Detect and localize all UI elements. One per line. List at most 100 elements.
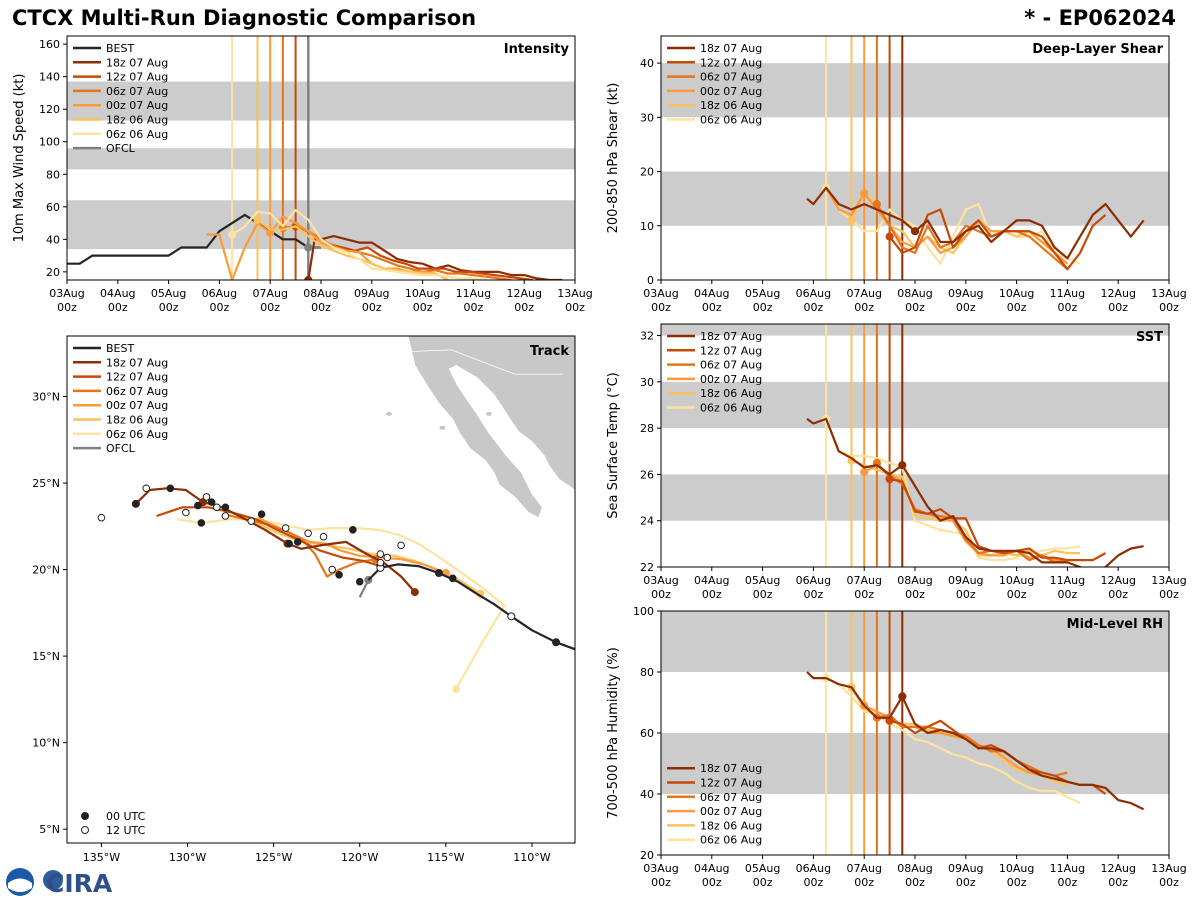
sst-xtick-day-8: 11Aug [1050,574,1085,587]
rh-xtick-hour-2: 00z [753,876,773,889]
sst-xtick-hour-4: 00z [854,588,874,601]
sst-series-4-marker-0 [885,474,894,484]
track-cycle-marker-24 [376,558,385,567]
sst-plot-area [661,324,1169,567]
track-cycle-marker-25 [383,553,392,562]
rh-xtick-hour-1: 00z [702,876,722,889]
intensity-xtick-hour-9: 00z [514,301,534,314]
rh-legend-label-1: 12z 07 Aug [700,777,762,790]
track-series-2-marker-2 [199,498,208,507]
globe-icon [43,870,63,890]
sst-xtick-hour-5: 00z [905,588,925,601]
intensity-ytick-label-2: 60 [46,201,60,214]
track-series-0-marker-0 [552,638,561,647]
intensity-xtick-hour-2: 00z [159,301,179,314]
track-cycle-marker-22 [355,577,364,586]
sst-ytick-label-3: 28 [640,422,654,435]
track-cycle-marker-14 [281,524,290,532]
track-cycle-marker-19 [328,565,336,574]
shear-ytick-label-3: 30 [640,111,654,124]
shear-xtick-day-8: 11Aug [1050,287,1085,300]
sst-xtick-hour-10: 00z [1159,588,1179,601]
sst-xtick-hour-6: 00z [956,588,976,601]
shear-xtick-day-10: 13Aug [1151,287,1186,300]
intensity-xtick-hour-8: 00z [464,301,484,314]
track-cycle-marker-0 [142,484,151,493]
rh-xtick-day-0: 03Aug [643,862,678,875]
shear-xtick-hour-9: 00z [1108,301,1128,314]
track-cycle-marker-27 [448,574,457,583]
sst-xtick-day-4: 07Aug [846,574,881,587]
track-cycle-marker-23 [376,550,385,558]
track-cycle-marker-7 [202,493,211,501]
rh-xtick-day-7: 10Aug [999,862,1034,875]
rh-legend-label-2: 06z 07 Aug [700,791,762,804]
sst-series-5 [806,417,1144,567]
sst-band-1 [661,381,1169,429]
rh-xtick-hour-9: 00z [1108,876,1128,889]
rh-legend-label-0: 18z 07 Aug [700,762,762,775]
track-legend-label-7: OFCL [106,442,136,455]
shear-xtick-day-1: 04Aug [694,287,729,300]
track-cycle-marker-8 [207,498,216,506]
shear-xtick-hour-8: 00z [1058,301,1078,314]
shear-xtick-hour-6: 00z [956,301,976,314]
shear-xtick-hour-2: 00z [753,301,773,314]
intensity-xtick-day-10: 13Aug [557,287,592,300]
track-cycle-marker-21 [349,526,357,534]
sst-xtick-hour-1: 00z [702,588,722,601]
rh-ytick-label-3: 80 [640,666,654,679]
sst-series-5-marker-0 [898,461,907,470]
track-frame [66,335,576,844]
rh-series-5 [806,671,1145,811]
intensity-series-0 [67,213,321,265]
track-cycle-marker-9 [213,503,221,512]
intensity-xtick-day-9: 12Aug [506,287,541,300]
shear-series-4-marker-0 [885,232,894,241]
intensity-legend-label-3: 06z 07 Aug [106,85,168,98]
sst-band-2 [661,324,1169,336]
track-island-0 [386,411,393,416]
track-cycle-marker-16 [293,538,302,546]
sst-xtick-hour-0: 00z [651,588,671,601]
intensity-plot-area [67,36,575,280]
sst-legend-label-1: 12z 07 Aug [700,344,762,357]
shear-xtick-day-0: 03Aug [643,287,678,300]
intensity-legend-label-0: BEST [106,42,134,55]
sst-xtick-hour-2: 00z [753,588,773,601]
track-cycle-marker-18 [319,532,328,541]
track-cycle-marker-6 [197,519,206,527]
intensity-legend-label-6: 06z 06 Aug [106,128,168,141]
shear-legend-label-5: 06z 06 Aug [700,114,762,127]
rh-xtick-day-8: 11Aug [1050,862,1085,875]
track-cycle-marker-17 [304,529,312,538]
shear-xtick-hour-5: 00z [905,301,925,314]
sst-legend-label-4: 18z 06 Aug [700,387,762,400]
track-xtick-label-1: 130°W [169,851,206,864]
sst-xtick-day-0: 03Aug [643,574,678,587]
rh-series-3 [876,713,1068,777]
shear-band-0 [661,171,1169,226]
rh-xtick-hour-4: 00z [854,876,874,889]
rh-xtick-day-10: 13Aug [1151,862,1186,875]
track-legend-label-4: 00z 07 Aug [106,399,168,412]
sst-series-4 [889,478,1107,562]
rh-ytick-label-0: 20 [640,849,654,862]
sst-xtick-hour-9: 00z [1108,588,1128,601]
shear-xtick-day-4: 07Aug [846,287,881,300]
intensity-ylabel: 10m Max Wind Speed (kt) [12,74,27,243]
shear-plot-area [661,36,1169,280]
rh-xtick-hour-7: 00z [1007,876,1027,889]
track-legend-label-5: 18z 06 Aug [106,414,168,427]
sst-series-0 [825,418,1081,562]
track-title: Track [530,344,569,359]
intensity-xtick-hour-4: 00z [260,301,280,314]
rh-xtick-day-2: 05Aug [745,862,780,875]
track-land-mexico [407,336,575,519]
intensity-xtick-day-8: 11Aug [456,287,491,300]
shear-legend-label-1: 12z 07 Aug [700,56,762,69]
intensity-ytick-label-7: 160 [39,38,60,51]
sst-legend-label-2: 06z 07 Aug [700,359,762,372]
shear-xtick-day-3: 06Aug [796,287,831,300]
sst-ytick-label-2: 26 [640,468,654,481]
